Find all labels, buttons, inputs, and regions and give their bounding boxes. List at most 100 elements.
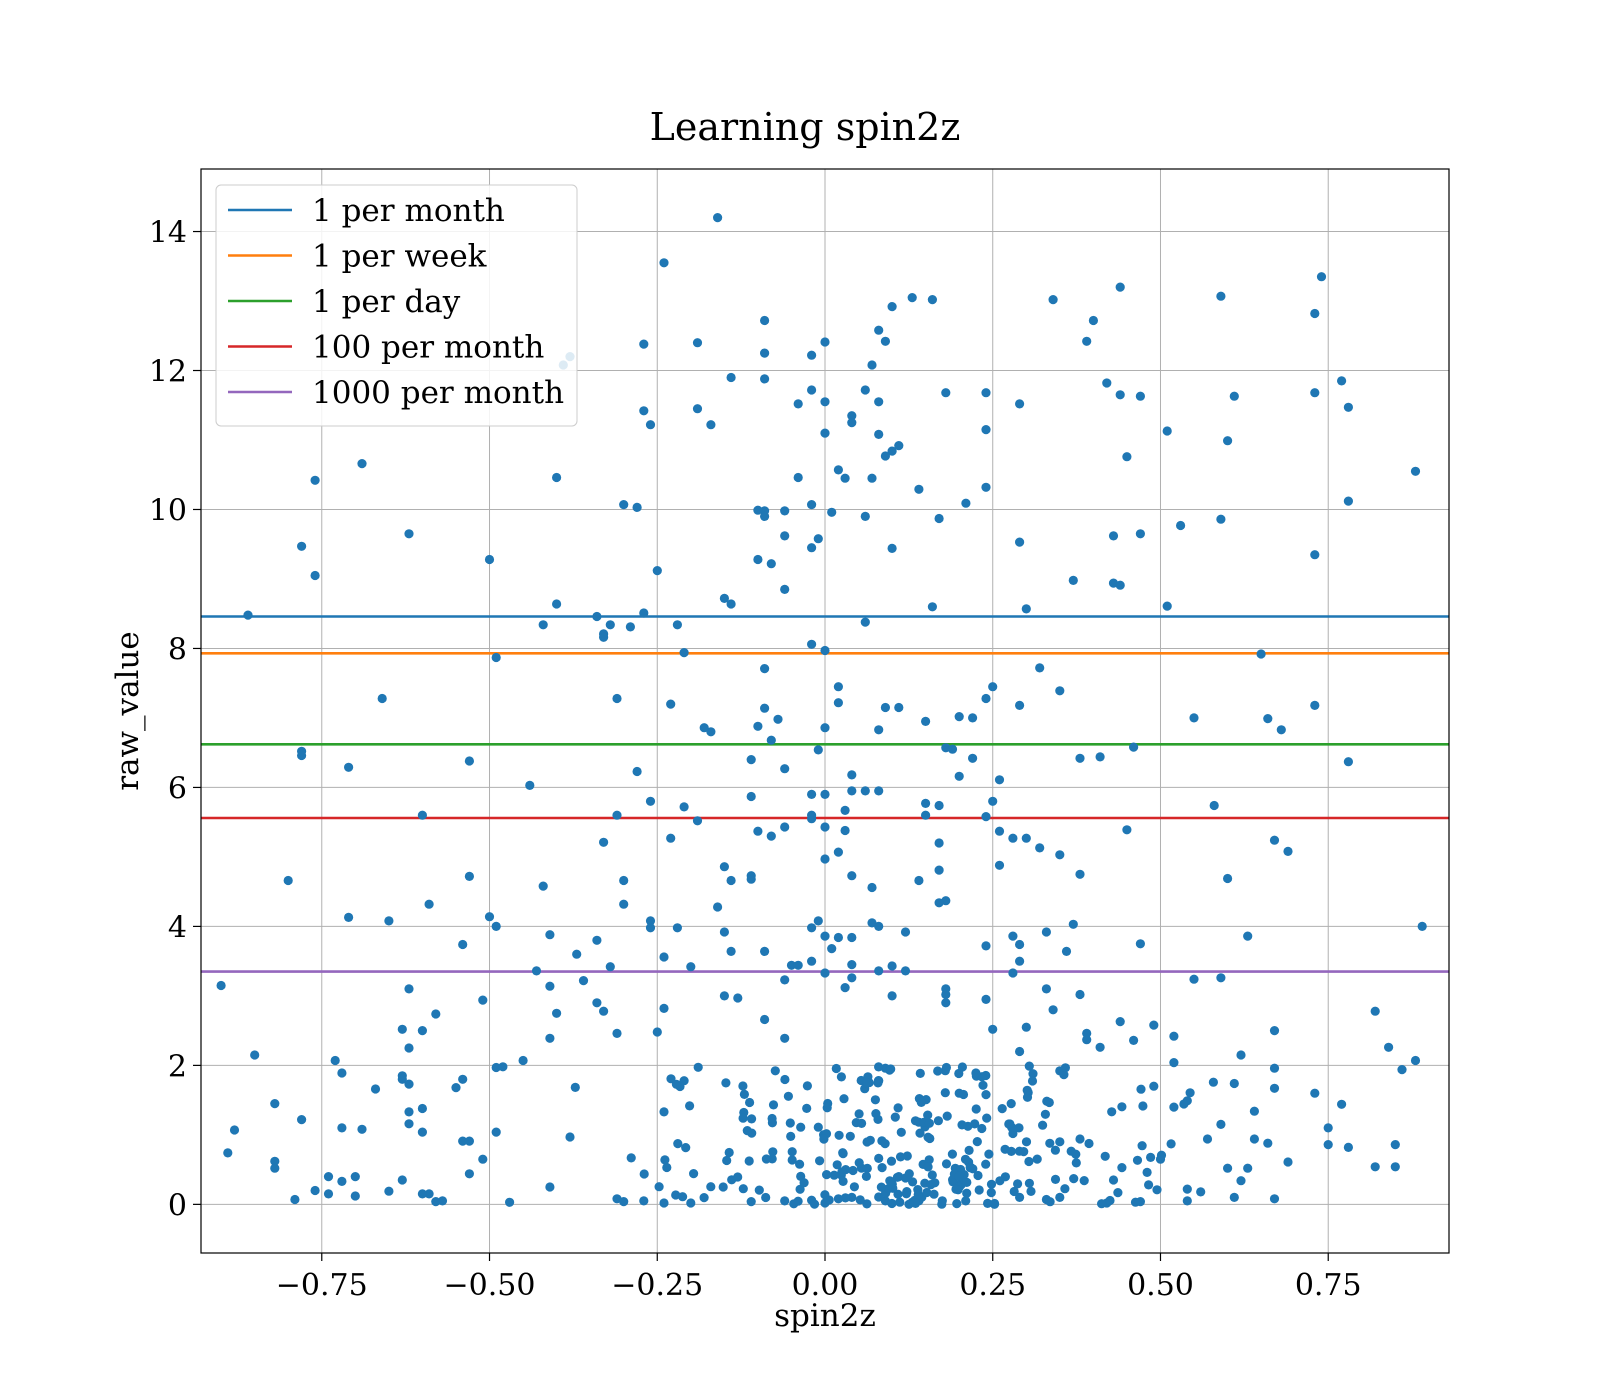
data-point [1040,1109,1050,1119]
data-point [867,882,877,893]
data-point [310,570,320,581]
data-point [934,800,944,811]
x-tick-label: 0.00 [792,1268,859,1303]
data-point [1032,1154,1042,1164]
data-point [458,939,468,950]
data-point [847,973,857,983]
data-point [1115,390,1125,400]
data-point [1316,272,1327,282]
data-point [739,1089,750,1099]
data-point [848,1165,858,1176]
data-point [1041,927,1051,937]
data-point [820,645,830,656]
data-point [1269,835,1280,845]
data-point [847,786,857,796]
data-point [847,932,857,943]
data-point [902,1187,912,1197]
data-point [927,602,938,612]
data-point [984,1149,994,1159]
data-point [1216,291,1226,301]
data-point [605,962,615,972]
data-point [612,693,622,704]
data-point [619,899,629,909]
data-point [760,511,770,521]
data-point [766,559,776,569]
data-point [947,1149,958,1159]
data-point [860,786,870,796]
data-point [1069,1174,1079,1184]
data-point [847,871,857,881]
data-point [531,966,542,976]
data-point [1149,1081,1159,1091]
data-point [981,994,991,1005]
data-point [815,1156,825,1166]
data-point [753,826,763,836]
data-point [1208,1077,1218,1087]
data-point [1137,1141,1147,1151]
data-point [1223,873,1233,884]
data-point [836,1072,847,1082]
data-point [1243,1163,1253,1173]
data-point [1082,336,1092,346]
data-point [900,927,911,937]
data-point [768,1100,779,1110]
data-point [807,789,817,800]
data-point [753,505,763,515]
data-point [639,406,649,416]
data-point [940,1088,950,1098]
data-point [954,712,964,722]
data-point [914,875,924,886]
data-point [929,1189,939,1199]
data-point [1263,714,1273,724]
data-point [599,632,609,642]
data-point [692,338,703,348]
data-point [692,404,703,414]
data-point [297,1115,307,1125]
data-point [270,1163,280,1173]
data-point [981,1090,991,1100]
data-point [822,1170,832,1180]
data-point [689,1169,699,1179]
data-point [892,1172,903,1182]
data-point [1115,1017,1125,1027]
data-point [1055,1137,1065,1147]
data-point [1108,1175,1119,1185]
data-point [813,916,823,926]
data-point [971,1068,981,1078]
data-point [988,1024,998,1034]
data-point [785,1118,795,1128]
data-point [874,429,884,439]
data-point [1115,282,1125,292]
data-point [861,1171,872,1181]
data-point [1129,1035,1139,1045]
data-point [1027,1076,1038,1086]
data-point [679,802,689,812]
data-point [1113,1188,1123,1198]
data-point [954,1171,964,1181]
y-tick-label: 6 [168,771,187,806]
data-point [666,699,676,709]
data-point [833,932,844,943]
data-point [1097,1199,1107,1209]
data-point [718,1182,728,1192]
data-point [545,1182,555,1192]
data-point [1061,946,1072,957]
data-point [283,875,293,886]
data-point [337,1176,347,1186]
data-point [337,1068,347,1078]
data-point [538,881,548,891]
data-point [1169,1031,1179,1041]
data-point [706,420,716,430]
data-point [1310,308,1320,319]
data-point [760,348,770,358]
data-point [1229,1078,1239,1089]
data-point [957,1062,968,1072]
data-point [994,826,1005,836]
data-point [780,506,790,516]
data-point [671,1190,681,1200]
data-point [786,1131,796,1141]
data-point [1144,1180,1154,1190]
data-point [880,702,891,713]
data-point [1236,1176,1246,1186]
data-point [1045,1197,1055,1207]
